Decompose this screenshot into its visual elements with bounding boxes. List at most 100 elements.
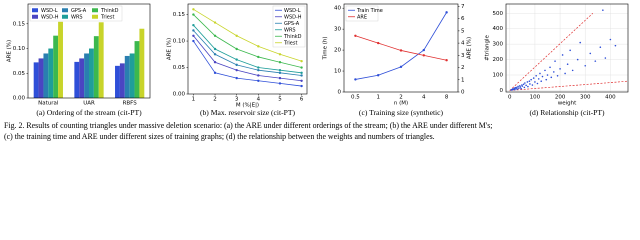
y-tick-label: 0 [500, 88, 504, 94]
point [602, 9, 604, 11]
bar [53, 35, 59, 98]
marker [300, 74, 303, 77]
marker [235, 34, 238, 37]
legend-swatch [92, 8, 98, 13]
legend-label: WSD-H [41, 14, 59, 20]
bar [43, 53, 49, 98]
y-tick-label: 500 [493, 11, 504, 17]
bar [33, 62, 39, 98]
y2-tick-label: 4 [461, 41, 465, 47]
marker [213, 71, 217, 75]
point [576, 58, 579, 61]
point [531, 84, 534, 86]
point [579, 41, 582, 44]
marker [192, 23, 195, 27]
point [599, 46, 602, 49]
marker [235, 63, 238, 67]
point [536, 82, 539, 85]
y-tick-label: 0.05 [13, 71, 26, 77]
plot-frame [27, 3, 151, 99]
y-tick-label: 0.00 [13, 96, 26, 102]
point [539, 72, 541, 75]
legend-label: ThinkD [100, 8, 119, 14]
legend-label: Triest [100, 14, 114, 20]
marker [399, 65, 403, 69]
point [545, 78, 548, 81]
legend-swatch [62, 8, 68, 13]
x-tick-label: 6 [300, 97, 304, 103]
point [594, 60, 597, 62]
x-tick-label: 0.5 [351, 95, 360, 101]
bar [93, 36, 99, 98]
legend-label: Triest [283, 40, 297, 46]
y2-tick-label: 5 [461, 28, 465, 34]
point [540, 80, 543, 82]
marker [278, 68, 282, 72]
legend-label: Train Time [356, 8, 383, 14]
marker [377, 74, 380, 77]
y-tick-label: 10 [334, 69, 341, 75]
marker [300, 66, 303, 69]
point [528, 80, 531, 82]
legend-label: WRS [284, 27, 296, 33]
x-axis-label: weight [558, 101, 577, 107]
legend-label: ARE [357, 14, 367, 20]
bar [79, 58, 85, 98]
figure-caption: (c) the training time and ARE under diff… [4, 132, 435, 141]
legend-box [272, 5, 306, 48]
y-tick-label: 0 [338, 90, 342, 96]
point [535, 74, 537, 77]
x-tick-label: 2 [399, 95, 403, 101]
reference-line [509, 13, 594, 91]
series-line [193, 8, 302, 62]
y-tick-label: 0.05 [173, 65, 186, 71]
series-line [193, 35, 302, 82]
series-line [193, 30, 302, 76]
bar [124, 55, 130, 98]
reference-line [509, 80, 629, 91]
point [519, 85, 521, 87]
x-tick-label: 400 [605, 95, 616, 101]
x-tick-label: 3 [235, 97, 239, 103]
figure: Fig. 2. Results of counting triangles un… [4, 3, 629, 141]
y-tick-label: 100 [493, 73, 504, 79]
marker [213, 61, 217, 64]
y-axis-label: #triangle [485, 34, 491, 60]
x-tick-label: 2 [213, 97, 217, 103]
point [525, 84, 527, 87]
marker [422, 54, 425, 57]
legend-label: GPS-A [71, 8, 87, 14]
series-line [193, 14, 302, 68]
point [529, 83, 531, 85]
legend-box [345, 5, 379, 22]
point [561, 54, 564, 56]
plot-frame [343, 3, 459, 93]
y-axis-label: Time (h) [323, 37, 329, 61]
x-tick-label: 1 [192, 97, 196, 103]
marker [257, 45, 260, 48]
bar [48, 48, 54, 98]
subfigure-caption: (b) Max. reservoir size (cit-PT) [200, 108, 296, 117]
subfigure-caption: (d) Relationship (cit-PT) [529, 108, 605, 117]
point [527, 85, 529, 88]
point [518, 87, 520, 89]
marker [192, 39, 195, 43]
y-tick-label: 0.10 [13, 46, 26, 52]
point [566, 63, 569, 66]
point [519, 86, 522, 88]
x-tick-label: UAR [83, 101, 95, 107]
legend-swatch [92, 14, 98, 19]
legend-label: WSD-L [284, 8, 301, 14]
subfigure-caption: (a) Ordering of the stream (cit-PT) [36, 108, 142, 117]
marker [257, 79, 260, 82]
plot-frame [187, 3, 308, 95]
bar [58, 21, 63, 99]
point [515, 87, 517, 90]
marker [257, 68, 260, 72]
series-line [355, 35, 447, 61]
marker [235, 76, 238, 80]
series-line [355, 12, 447, 80]
point [564, 72, 566, 75]
y-tick-label: 0.15 [173, 12, 186, 18]
bar [74, 61, 80, 98]
